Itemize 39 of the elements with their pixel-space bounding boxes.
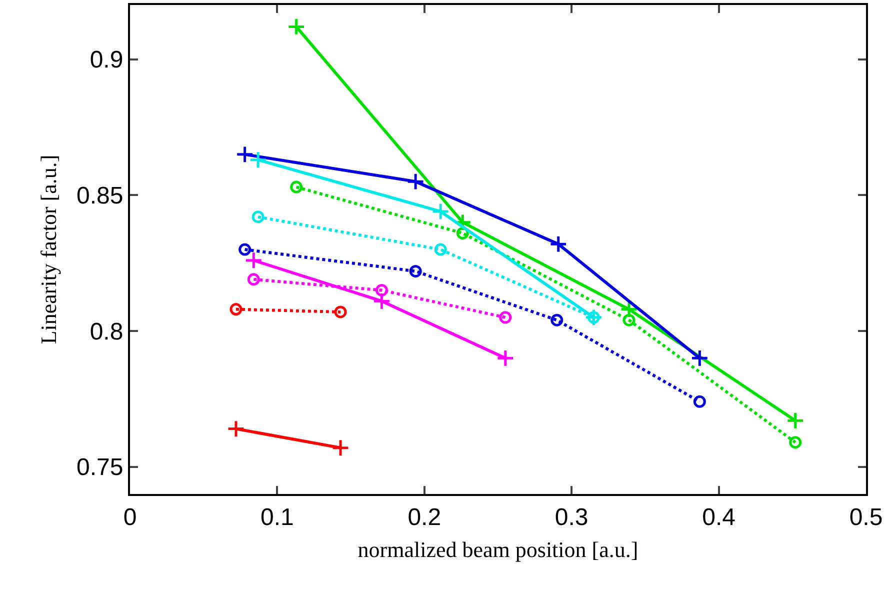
- point: [332, 438, 350, 457]
- x-axis-title: normalized beam position [a.u.]: [358, 537, 638, 562]
- point: [287, 18, 306, 36]
- point: [227, 420, 245, 438]
- point: [230, 303, 242, 316]
- point: [375, 284, 388, 296]
- point: [789, 436, 802, 449]
- x-tick-label: 0.1: [260, 504, 294, 531]
- x-tick-label: 0.2: [408, 504, 442, 531]
- x-tick-label: 0.3: [554, 504, 588, 531]
- y-tick-label: 0.9: [90, 46, 124, 74]
- point: [252, 210, 264, 224]
- y-axis-title: Linearity factor [a.u.]: [36, 154, 61, 344]
- point: [236, 145, 254, 164]
- x-tick-label: 0: [123, 504, 137, 531]
- point: [290, 180, 303, 194]
- point: [499, 311, 512, 324]
- point: [432, 202, 450, 220]
- point: [496, 349, 514, 368]
- point: [622, 314, 636, 326]
- y-tick-label: 0.8: [90, 318, 124, 346]
- point: [550, 314, 564, 326]
- point: [434, 243, 447, 256]
- point: [247, 273, 260, 286]
- point: [249, 150, 268, 169]
- point: [238, 243, 252, 256]
- x-tick-label: 0.4: [702, 504, 736, 531]
- y-tick-label: 0.75: [76, 454, 124, 482]
- point: [244, 251, 263, 270]
- point: [334, 306, 347, 318]
- point: [409, 264, 422, 278]
- point: [549, 235, 568, 254]
- point: [786, 412, 804, 430]
- y-tick-label: 0.85: [76, 182, 124, 210]
- point: [690, 349, 709, 368]
- point: [693, 395, 706, 408]
- x-tick-label: 0.5: [849, 504, 883, 531]
- point: [406, 172, 425, 191]
- point: [372, 292, 391, 310]
